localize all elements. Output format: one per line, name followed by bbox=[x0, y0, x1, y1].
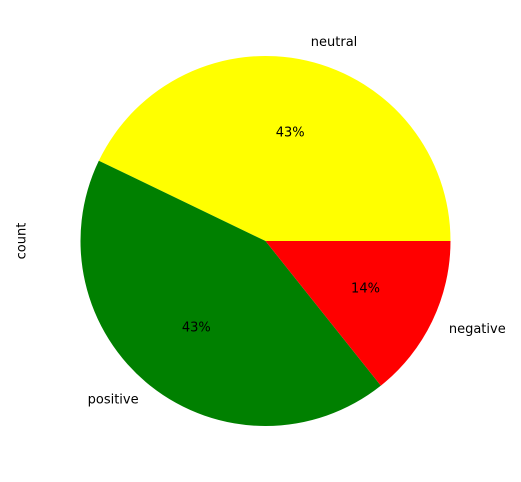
slice-percent-positive: 43% bbox=[182, 320, 211, 335]
pie-slices bbox=[80, 56, 451, 426]
y-axis-label: count bbox=[15, 223, 30, 260]
pie-slice-negative bbox=[265, 241, 451, 386]
pie-slice-neutral bbox=[98, 56, 451, 242]
pie-slice-positive bbox=[80, 160, 381, 426]
slice-label-positive: positive bbox=[88, 393, 139, 408]
slice-label-neutral: neutral bbox=[311, 35, 358, 50]
slice-percent-negative: 14% bbox=[351, 282, 380, 297]
slice-label-negative: negative bbox=[449, 322, 506, 337]
pie-labels: neutral 43% positive 43% negative 14% bbox=[88, 35, 506, 408]
slice-percent-neutral: 43% bbox=[276, 125, 305, 140]
